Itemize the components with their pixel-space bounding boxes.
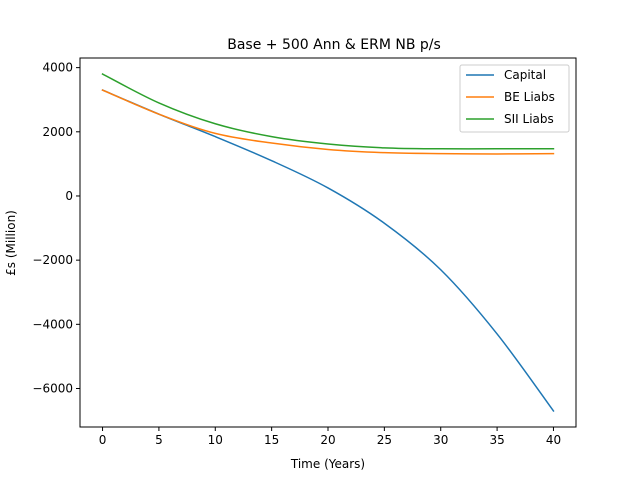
x-axis-label: Time (Years) (290, 457, 365, 471)
series-line-capital (101, 89, 555, 413)
y-tick-label: −4000 (32, 317, 73, 331)
y-tick-label: −6000 (32, 381, 73, 395)
y-tick-label: −2000 (32, 253, 73, 267)
y-tick-label: 2000 (42, 125, 73, 139)
x-tick-label: 30 (433, 433, 448, 447)
x-axis: 0 5 10 15 20 25 30 35 40 (99, 427, 561, 447)
y-axis-label: £s (Million) (4, 210, 18, 276)
x-tick-label: 25 (377, 433, 392, 447)
legend-label-be-liabs: BE Liabs (504, 90, 555, 104)
x-tick-label: 15 (264, 433, 279, 447)
y-tick-label: 4000 (42, 61, 73, 75)
series-line-be-liabs (101, 89, 555, 155)
legend-box (459, 64, 570, 133)
legend-label-sii-liabs: SII Liabs (504, 112, 554, 126)
x-tick-label: 10 (208, 433, 223, 447)
chart-title: Base + 500 Ann & ERM NB p/s (227, 37, 441, 53)
y-tick-label: 0 (65, 189, 73, 203)
y-axis: −6000 −4000 −2000 0 2000 4000 (32, 61, 80, 395)
x-tick-label: 0 (99, 433, 107, 447)
x-tick-label: 5 (155, 433, 163, 447)
legend: Capital BE Liabs SII Liabs (459, 64, 570, 133)
x-tick-label: 20 (320, 433, 335, 447)
x-tick-label: 40 (546, 433, 561, 447)
series-layer (101, 73, 555, 413)
x-tick-label: 35 (489, 433, 504, 447)
series-line-sii-liabs (101, 73, 555, 150)
legend-label-capital: Capital (504, 68, 546, 82)
